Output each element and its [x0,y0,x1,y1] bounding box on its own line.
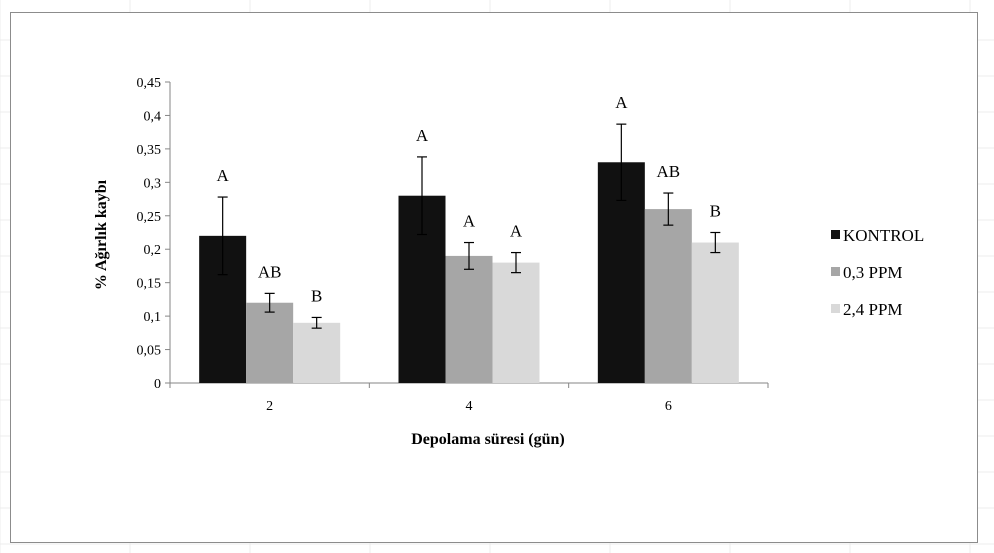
chart-area[interactable]: 0 0,05 0,1 0,15 0,2 0,25 0,3 0,35 0,4 0,45 2 4 6 A A… [10,12,978,543]
x-axis-title: Depolama süresi (gün) [411,431,565,448]
legend-swatch [831,304,840,313]
significance-label: A [463,212,476,231]
x-tick-label: 4 [466,399,473,414]
y-tick-label: 0 [154,377,161,392]
y-tick-label: 0,05 [137,344,162,359]
bar-chart: 0 0,05 0,1 0,15 0,2 0,25 0,3 0,35 0,4 0,45 2 4 6 A A… [93,76,924,448]
legend-label: 0,3 PPM [843,263,903,282]
significance-label: A [510,222,523,241]
legend: KONTROL 0,3 PPM 2,4 PPM [831,226,924,319]
x-axis: 2 4 6 [169,382,769,414]
bar [691,242,739,383]
significance-label: B [710,202,721,221]
y-tick-label: 0,45 [137,76,162,91]
significance-label: A [217,166,230,185]
y-tick-label: 0,3 [144,176,162,191]
legend-swatch [831,267,840,276]
significance-label: AB [258,262,282,281]
bar [644,209,692,383]
x-tick-label: 6 [665,399,672,414]
bar [492,262,540,383]
bar [293,322,341,383]
bars [199,162,739,383]
y-tick-label: 0,25 [137,210,162,225]
bar [445,255,493,383]
significance-label: AB [657,162,681,181]
y-tick-label: 0,4 [144,109,162,124]
y-axis-title: % Ağırlık kaybı [93,179,110,290]
significance-label: A [615,93,628,112]
significance-label: A [416,126,429,145]
y-tick-label: 0,1 [144,310,162,325]
x-tick-label: 2 [266,399,273,414]
legend-swatch [831,230,840,239]
bar [246,302,294,383]
y-tick-label: 0,35 [137,143,162,158]
error-bars [217,123,721,329]
legend-label: KONTROL [843,226,924,245]
y-axis: 0 0,05 0,1 0,15 0,2 0,25 0,3 0,35 0,4 0,45 [137,76,171,392]
legend-label: 2,4 PPM [843,300,903,319]
significance-label: B [311,286,322,305]
y-tick-label: 0,2 [144,243,162,258]
y-tick-label: 0,15 [137,277,162,292]
